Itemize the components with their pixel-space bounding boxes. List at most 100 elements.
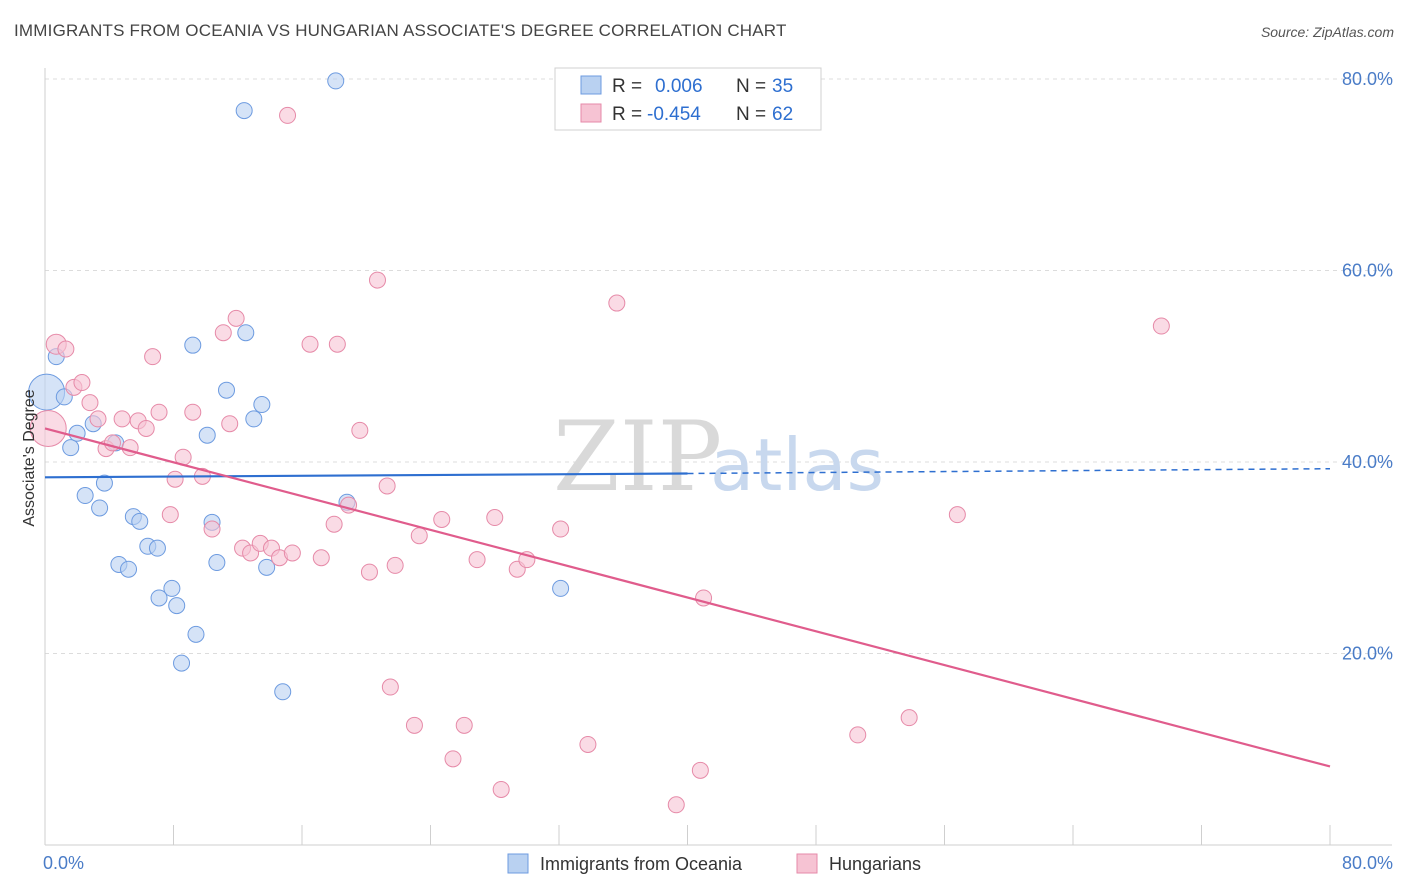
data-point-hungarians <box>150 403 168 421</box>
data-point-hungarians <box>410 527 428 545</box>
x-tick-label: 0.0% <box>43 853 84 873</box>
data-point-hungarians <box>214 324 232 342</box>
data-point-oceania <box>552 579 570 597</box>
legend-r-value-blue: 0.006 <box>655 76 703 97</box>
data-point-oceania <box>163 579 181 597</box>
data-point-oceania <box>198 426 216 444</box>
legend-r-value-pink: -0.454 <box>647 104 701 125</box>
y-tick-label: 60.0% <box>1342 261 1393 281</box>
source-credit: Source: ZipAtlas.com <box>1260 24 1394 40</box>
data-point-hungarians <box>328 335 346 353</box>
data-point-hungarians <box>227 309 245 327</box>
bottom-legend-label-hungarians: Hungarians <box>829 854 921 874</box>
data-point-hungarians <box>184 403 202 421</box>
data-point-hungarians <box>203 520 221 538</box>
y-axis-label: Associate's Degree <box>21 389 38 526</box>
gridlines <box>45 78 1392 654</box>
data-point-hungarians <box>113 410 131 428</box>
bottom-legend-swatch-blue <box>507 853 529 874</box>
data-point-hungarians <box>492 780 510 798</box>
data-point-hungarians <box>360 563 378 581</box>
legend-n-value-pink: 62 <box>772 104 793 125</box>
stats-legend: R = 0.006 N = 35 R = -0.454 N = 62 <box>554 67 822 131</box>
data-point-hungarians <box>81 394 99 412</box>
data-point-hungarians <box>405 716 423 734</box>
data-point-hungarians <box>1152 317 1170 335</box>
data-point-hungarians <box>552 520 570 538</box>
legend-n-value-blue: 35 <box>772 76 793 97</box>
legend-swatch-pink <box>580 103 602 123</box>
legend-r-label-pink: R = <box>612 104 642 125</box>
watermark-atlas: atlas <box>710 423 884 507</box>
data-point-hungarians <box>312 549 330 567</box>
legend-r-label-blue: R = <box>612 76 642 97</box>
data-point-hungarians <box>144 348 162 366</box>
trend-lines <box>44 427 1331 768</box>
chart-title: IMMIGRANTS FROM OCEANIA VS HUNGARIAN ASS… <box>14 21 787 40</box>
data-point-hungarians <box>608 294 626 312</box>
data-point-hungarians <box>368 271 386 289</box>
legend-n-label-blue: N = <box>736 76 766 97</box>
data-point-oceania <box>173 654 191 672</box>
bottom-legend-label-oceania: Immigrants from Oceania <box>540 854 743 874</box>
data-point-hungarians <box>455 716 473 734</box>
data-point-hungarians <box>444 750 462 768</box>
data-point-hungarians <box>279 106 297 124</box>
data-point-hungarians <box>57 340 75 358</box>
data-point-oceania <box>131 512 149 530</box>
trend-line-oceania-extension <box>687 467 1331 475</box>
data-point-hungarians <box>73 374 91 392</box>
data-point-hungarians <box>468 551 486 569</box>
data-point-oceania <box>76 487 94 505</box>
data-point-oceania <box>95 474 113 492</box>
data-point-oceania <box>208 554 226 572</box>
data-point-hungarians <box>433 510 451 528</box>
data-point-oceania <box>237 324 255 342</box>
data-point-hungarians <box>378 477 396 495</box>
data-point-oceania <box>168 597 186 615</box>
data-point-oceania <box>120 560 138 578</box>
data-point-oceania <box>327 72 345 90</box>
data-point-oceania <box>245 410 263 428</box>
data-point-hungarians <box>691 761 709 779</box>
data-point-hungarians <box>900 709 918 727</box>
data-point-oceania <box>187 625 205 643</box>
data-point-oceania <box>218 381 236 399</box>
data-point-hungarians <box>166 470 184 488</box>
y-tick-label: 20.0% <box>1342 644 1393 664</box>
data-point-oceania <box>62 439 80 457</box>
data-point-oceania <box>274 683 292 701</box>
data-point-hungarians <box>667 796 685 814</box>
tick-labels: 20.0% 40.0% 60.0% 80.0% 0.0% 80.0% <box>43 69 1393 873</box>
legend-n-label-pink: N = <box>736 104 766 125</box>
watermark-zip: ZIP <box>553 401 722 513</box>
data-point-oceania <box>235 102 253 120</box>
y-tick-label: 40.0% <box>1342 452 1393 472</box>
trend-line-hungarians <box>44 427 1331 768</box>
trend-line-oceania <box>44 472 688 479</box>
y-tick-label: 80.0% <box>1342 69 1393 89</box>
data-point-oceania <box>253 396 271 414</box>
series-legend: Immigrants from Oceania Hungarians <box>507 853 921 874</box>
legend-swatch-blue <box>580 75 602 95</box>
data-point-hungarians <box>301 335 319 353</box>
data-point-oceania <box>91 499 109 517</box>
data-point-hungarians <box>948 506 966 524</box>
data-point-oceania <box>184 336 202 354</box>
data-point-hungarians <box>386 556 404 574</box>
data-point-hungarians <box>221 415 239 433</box>
data-point-hungarians <box>579 735 597 753</box>
data-point-oceania <box>150 589 168 607</box>
data-point-hungarians <box>89 410 107 428</box>
data-point-hungarians <box>161 506 179 524</box>
x-tick-label: 80.0% <box>1342 853 1393 873</box>
data-point-hungarians <box>283 544 301 562</box>
bottom-legend-swatch-pink <box>796 853 818 874</box>
data-point-hungarians <box>486 509 504 527</box>
data-point-hungarians <box>137 419 155 437</box>
series-oceania-points <box>28 72 570 701</box>
data-point-oceania <box>148 539 166 557</box>
data-point-hungarians <box>351 421 369 439</box>
data-point-oceania <box>258 558 276 576</box>
